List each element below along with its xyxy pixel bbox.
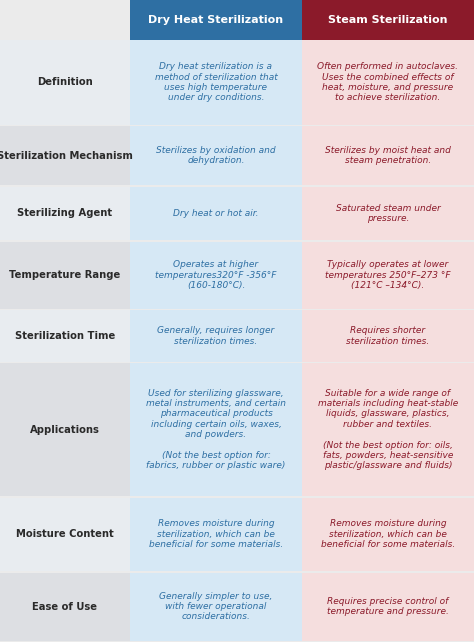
Text: Generally, requires longer
sterilization times.: Generally, requires longer sterilization…: [157, 326, 274, 345]
Text: Dry heat or hot air.: Dry heat or hot air.: [173, 209, 259, 218]
Bar: [130, 363, 302, 496]
Bar: [302, 187, 474, 240]
Text: Removes moisture during
sterilization, which can be
beneficial for some material: Removes moisture during sterilization, w…: [321, 519, 455, 549]
Text: Generally simpler to use,
with fewer operational
considerations.: Generally simpler to use, with fewer ope…: [159, 592, 273, 621]
Text: Dry heat sterilization is a
method of sterilization that
uses high temperature
u: Dry heat sterilization is a method of st…: [155, 62, 277, 102]
Text: Sterilizes by moist heat and
steam penetration.: Sterilizes by moist heat and steam penet…: [325, 146, 451, 165]
Text: Typically operates at lower
temperatures 250°F–273 °F
(121°C –134°C).: Typically operates at lower temperatures…: [325, 260, 451, 290]
Bar: [0, 126, 130, 185]
Bar: [302, 363, 474, 496]
Bar: [0, 310, 130, 361]
Text: Sterilization Time: Sterilization Time: [15, 331, 115, 341]
Bar: [130, 242, 302, 309]
Bar: [302, 498, 474, 571]
Text: Sterilization Mechanism: Sterilization Mechanism: [0, 151, 133, 160]
Text: Requires precise control of
temperature and pressure.: Requires precise control of temperature …: [327, 597, 449, 616]
Text: Ease of Use: Ease of Use: [33, 602, 98, 612]
Bar: [130, 126, 302, 185]
Bar: [302, 310, 474, 361]
Text: Requires shorter
sterilization times.: Requires shorter sterilization times.: [346, 326, 429, 345]
Bar: [130, 573, 302, 641]
Text: Used for sterilizing glassware,
metal instruments, and certain
pharmaceutical pr: Used for sterilizing glassware, metal in…: [146, 388, 286, 471]
Bar: [130, 310, 302, 361]
Bar: [0, 40, 130, 125]
Bar: [130, 187, 302, 240]
Text: Applications: Applications: [30, 424, 100, 435]
Bar: [302, 0, 474, 40]
Text: Saturated steam under
pressure.: Saturated steam under pressure.: [336, 204, 440, 223]
Text: Definition: Definition: [37, 77, 93, 87]
Bar: [0, 363, 130, 496]
Bar: [302, 573, 474, 641]
Bar: [302, 242, 474, 309]
Text: Moisture Content: Moisture Content: [16, 529, 114, 539]
Text: Operates at higher
temperatures320°F -356°F
(160-180°C).: Operates at higher temperatures320°F -35…: [155, 260, 277, 290]
Bar: [0, 498, 130, 571]
Bar: [302, 126, 474, 185]
Bar: [302, 40, 474, 125]
Bar: [0, 187, 130, 240]
Text: Sterilizing Agent: Sterilizing Agent: [18, 209, 112, 218]
Text: Often performed in autoclaves.
Uses the combined effects of
heat, moisture, and : Often performed in autoclaves. Uses the …: [318, 62, 458, 102]
Text: Temperature Range: Temperature Range: [9, 270, 120, 280]
Bar: [130, 498, 302, 571]
Bar: [0, 573, 130, 641]
Bar: [0, 242, 130, 309]
Text: Steam Sterilization: Steam Sterilization: [328, 15, 448, 25]
Bar: [0, 0, 130, 40]
Text: Sterilizes by oxidation and
dehydration.: Sterilizes by oxidation and dehydration.: [156, 146, 276, 165]
Bar: [130, 40, 302, 125]
Text: Removes moisture during
sterilization, which can be
beneficial for some material: Removes moisture during sterilization, w…: [149, 519, 283, 549]
Text: Suitable for a wide range of
materials including heat-stable
liquids, glassware,: Suitable for a wide range of materials i…: [318, 388, 458, 471]
Bar: [130, 0, 302, 40]
Text: Dry Heat Sterilization: Dry Heat Sterilization: [148, 15, 283, 25]
